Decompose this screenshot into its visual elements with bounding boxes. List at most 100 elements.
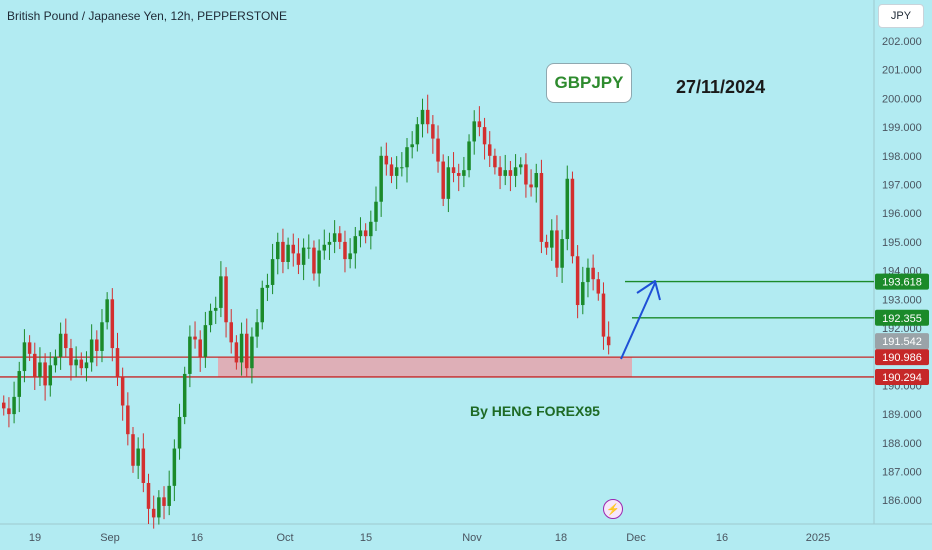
time-axis: 19 Sep 16 Oct 15 Nov 18 Dec 16 2025 <box>29 532 830 544</box>
candle-body <box>64 333 68 349</box>
annotation-arrow <box>620 280 661 360</box>
candle-body <box>560 239 564 268</box>
candle-body <box>208 310 213 326</box>
candle-body <box>467 141 471 171</box>
candle-body <box>405 147 409 168</box>
level-lines <box>0 280 874 378</box>
candle-body <box>296 253 301 265</box>
y-tick-label: 196.000 <box>882 208 922 220</box>
candle-body <box>519 164 523 168</box>
price-axis: 186.000187.000188.000189.000190.000191.0… <box>882 36 922 507</box>
candle-body <box>250 336 254 369</box>
candle-body <box>394 167 399 176</box>
candle-body <box>7 408 11 415</box>
last-price-tag-bg <box>875 333 929 350</box>
candle-body <box>327 241 332 245</box>
candle-body <box>167 485 171 506</box>
candle-body <box>400 167 404 169</box>
y-tick-label: 188.000 <box>882 438 922 450</box>
candle-body <box>451 167 456 174</box>
candle-body <box>441 161 445 199</box>
candle-body <box>389 164 394 176</box>
candle-body <box>100 322 104 351</box>
candle-body <box>84 362 89 369</box>
candle-body <box>348 253 352 260</box>
candlesticks <box>2 94 611 529</box>
candle-body <box>493 155 497 168</box>
y-tick-label: 187.000 <box>882 467 922 479</box>
candle-body <box>234 342 239 363</box>
level-tag-bg <box>875 349 929 366</box>
candle-body <box>332 233 337 242</box>
grid-lines <box>0 0 932 525</box>
candle-body <box>48 365 53 386</box>
candle-body <box>12 396 16 415</box>
candle-body <box>307 247 311 249</box>
candle-body <box>456 173 461 176</box>
level-tag-label: 192.355 <box>882 313 922 325</box>
lightning-icon[interactable]: ⚡ <box>603 499 623 519</box>
candle-body <box>539 173 544 242</box>
y-tick-label: 198.000 <box>882 151 922 163</box>
x-tick-label: 16 <box>191 532 203 544</box>
y-tick-label: 192.000 <box>882 323 922 335</box>
candle-body <box>363 230 368 237</box>
level-tag-label: 190.986 <box>882 352 922 364</box>
candle-body <box>581 282 585 306</box>
x-tick-label: Sep <box>100 532 120 544</box>
x-tick-label: 15 <box>360 532 372 544</box>
candle-body <box>431 124 435 139</box>
x-tick-label: 18 <box>555 532 567 544</box>
candle-body <box>224 276 228 323</box>
candle-body <box>281 241 285 262</box>
candle-body <box>136 448 140 466</box>
candle-body <box>477 121 482 128</box>
x-tick-label: 19 <box>29 532 41 544</box>
candle-body <box>586 267 590 283</box>
candle-body <box>420 109 425 125</box>
candle-body <box>260 287 264 323</box>
candle-body <box>606 336 611 346</box>
candle-body <box>358 230 363 237</box>
candle-body <box>131 434 135 466</box>
candle-body <box>565 178 570 240</box>
x-tick-label: Oct <box>276 532 293 544</box>
level-tag-label: 190.294 <box>882 372 922 384</box>
candle-body <box>105 299 109 323</box>
y-tick-label: 197.000 <box>882 180 922 192</box>
candle-body <box>575 256 580 306</box>
candle-body <box>157 497 161 518</box>
candle-body <box>79 359 84 369</box>
candle-body <box>69 348 73 366</box>
support-zone-rect <box>218 357 632 377</box>
candle-body <box>265 284 270 288</box>
candle-body <box>172 448 177 486</box>
candle-body <box>472 121 476 142</box>
candle-body <box>27 342 32 354</box>
candle-body <box>508 170 513 176</box>
candle-body <box>110 299 115 349</box>
candle-body <box>193 336 197 340</box>
candle-body <box>276 241 280 260</box>
candle-body <box>115 348 120 377</box>
chart-title: British Pound / Japanese Yen, 12h, PEPPE… <box>7 9 287 23</box>
candle-body <box>33 353 37 377</box>
candle-body <box>126 405 130 435</box>
y-tick-label: 189.000 <box>882 409 922 421</box>
candle-body <box>462 170 466 176</box>
candle-body <box>503 170 507 176</box>
arrow-head <box>636 280 661 301</box>
y-tick-label: 186.000 <box>882 495 922 507</box>
candle-body <box>89 339 94 363</box>
candle-body <box>239 333 244 363</box>
candle-body <box>410 144 414 148</box>
candle-body <box>482 127 487 145</box>
candle-body <box>601 293 606 337</box>
candle-body <box>529 184 533 188</box>
candle-body <box>22 342 27 372</box>
currency-button[interactable]: JPY <box>878 4 924 28</box>
candle-body <box>188 336 192 374</box>
x-tick-label: 16 <box>716 532 728 544</box>
x-tick-label: Dec <box>626 532 646 544</box>
